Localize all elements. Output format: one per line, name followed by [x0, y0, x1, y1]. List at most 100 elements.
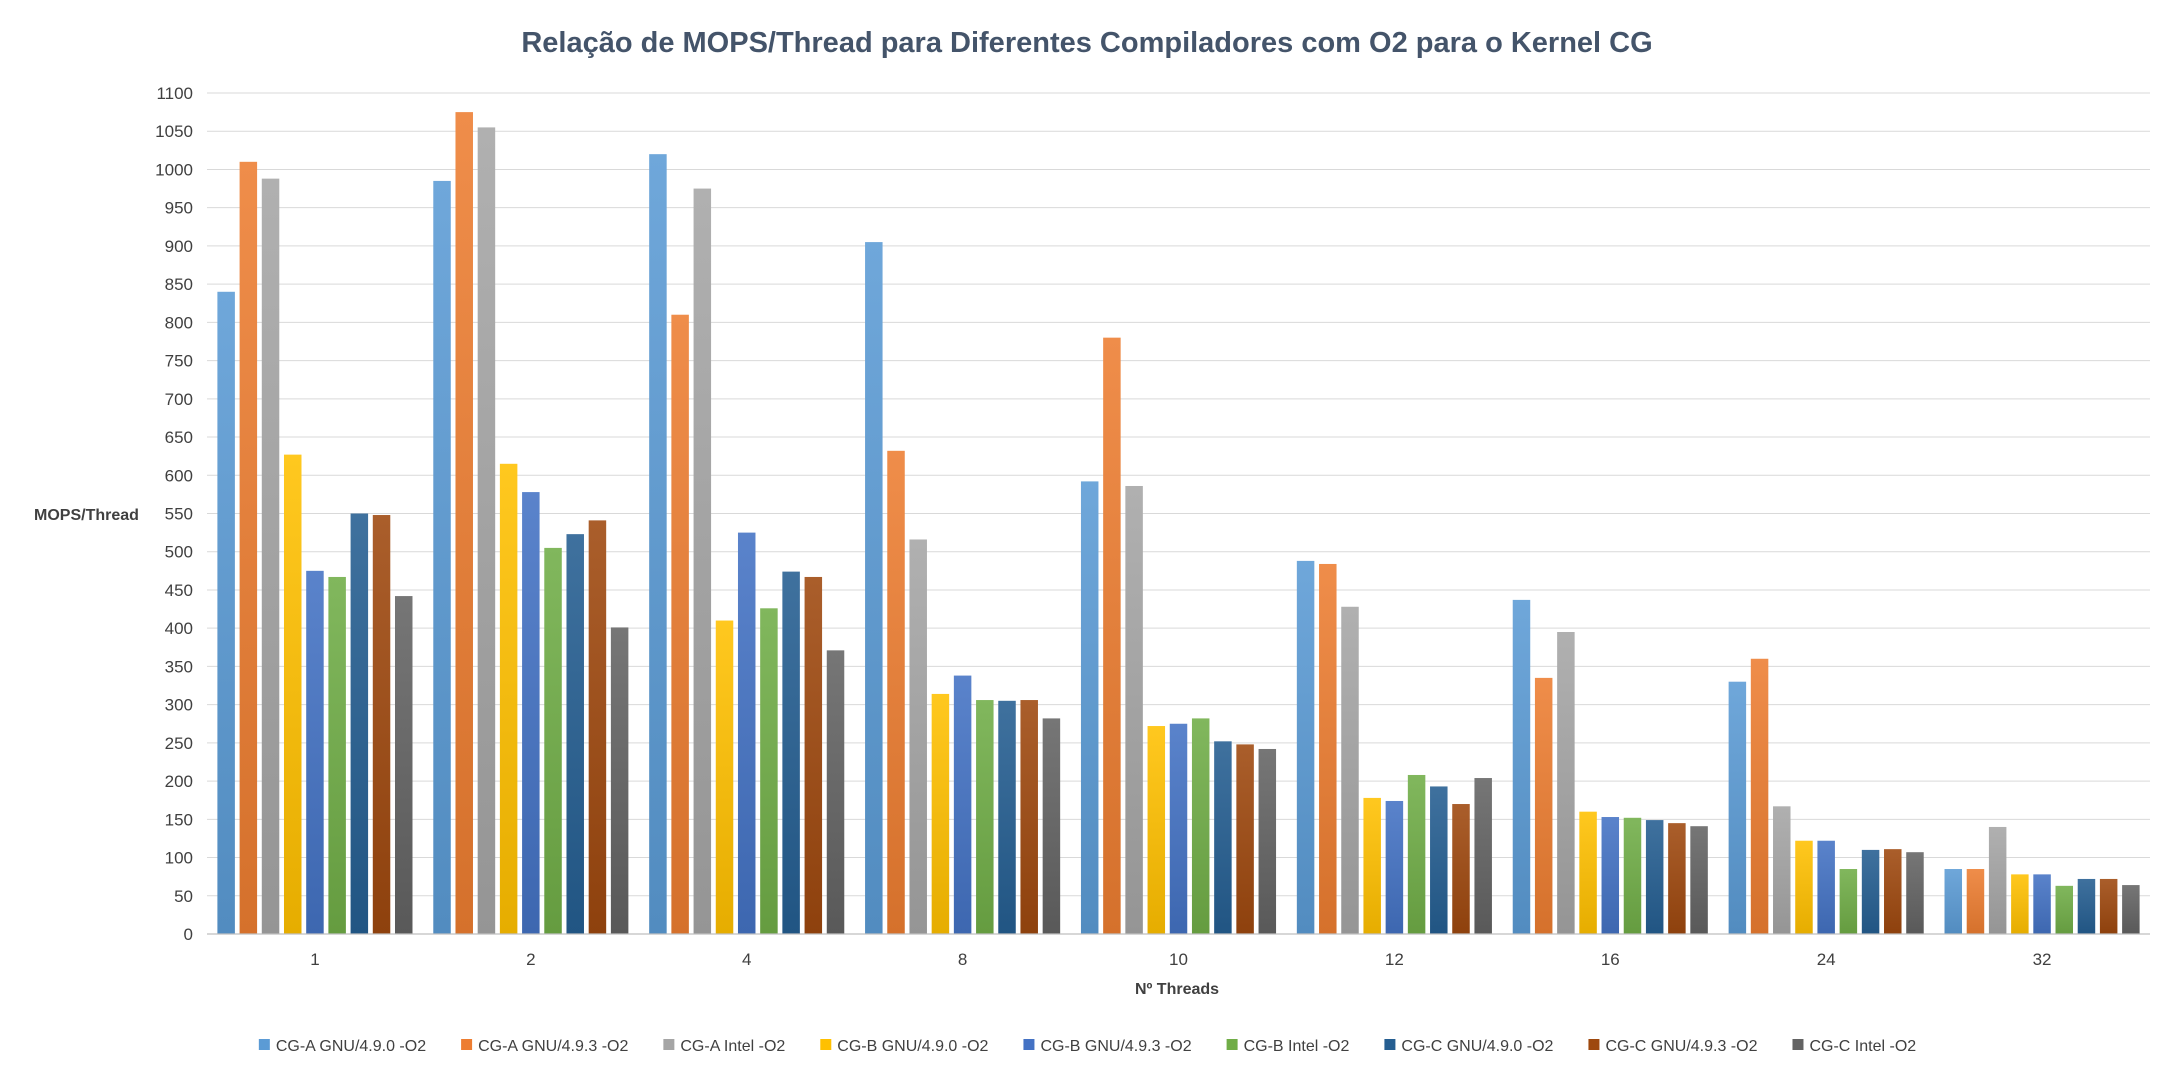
- y-tick-label: 700: [165, 390, 193, 409]
- legend-entry: CG-B GNU/4.9.3 -O2: [1023, 1038, 1192, 1055]
- legend-swatch: [461, 1039, 473, 1050]
- bar: [239, 161, 258, 934]
- bar: [455, 112, 473, 935]
- bar: [2099, 878, 2118, 934]
- bar: [1728, 681, 1747, 934]
- bar: [1385, 800, 1404, 934]
- bar: [1258, 748, 1277, 934]
- bar: [1884, 849, 1902, 934]
- bar: [1906, 852, 1924, 934]
- bar: [998, 700, 1016, 934]
- y-tick-label: 250: [165, 734, 193, 753]
- y-tick-label: 0: [184, 925, 193, 944]
- x-tick-label: 32: [2033, 950, 2052, 969]
- legend-swatch: [258, 1039, 270, 1050]
- bar: [477, 127, 496, 934]
- bar: [1363, 797, 1381, 934]
- legend-swatch: [1226, 1039, 1238, 1050]
- y-axis-title: MOPS/Thread: [34, 507, 139, 524]
- bar: [566, 534, 584, 934]
- y-tick-label: 300: [165, 696, 193, 715]
- bar: [782, 571, 800, 934]
- x-tick-label: 10: [1169, 950, 1188, 969]
- bar: [1191, 718, 1210, 934]
- bar: [261, 178, 280, 934]
- bar: [1557, 632, 1575, 934]
- bar: [372, 515, 391, 934]
- y-tick-label: 100: [165, 849, 193, 868]
- y-tick-label: 550: [165, 505, 193, 524]
- bar: [283, 454, 302, 934]
- legend-label: CG-C Intel -O2: [1809, 1038, 1916, 1055]
- bar: [1214, 741, 1232, 934]
- bar: [1169, 723, 1188, 934]
- x-axis-title: Nº Threads: [1135, 981, 1219, 998]
- bar: [1534, 677, 1553, 934]
- bar: [1236, 744, 1254, 934]
- y-tick-label: 900: [165, 237, 193, 256]
- x-tick-label: 16: [1601, 950, 1620, 969]
- bar: [328, 576, 346, 934]
- bar: [588, 520, 607, 934]
- bar: [1817, 840, 1835, 934]
- bar: [1690, 826, 1708, 934]
- bar: [1341, 606, 1359, 934]
- legend-swatch: [1384, 1039, 1396, 1050]
- bar: [1944, 869, 1963, 934]
- bar: [1020, 700, 1038, 934]
- bar: [931, 693, 950, 934]
- y-tick-label: 850: [165, 275, 193, 294]
- bar: [1296, 560, 1315, 934]
- chart-title: Relação de MOPS/Thread para Diferentes C…: [521, 27, 1652, 59]
- bar: [1103, 337, 1121, 934]
- bar: [2033, 874, 2051, 934]
- legend-swatch: [663, 1039, 675, 1050]
- y-tick-label: 600: [165, 466, 193, 485]
- bar: [1773, 806, 1791, 934]
- bar: [217, 291, 235, 934]
- bar: [350, 513, 369, 934]
- bar: [394, 596, 413, 934]
- bar: [2077, 878, 2096, 934]
- y-tick-label: 500: [165, 543, 193, 562]
- bar: [1474, 778, 1492, 934]
- bar: [2011, 874, 2029, 934]
- bar: [693, 188, 712, 934]
- bar: [826, 650, 845, 934]
- x-axis-ticks: 1 2 4 8 10 12 16 24 32: [310, 950, 2051, 969]
- x-tick-label: 4: [742, 950, 751, 969]
- bar: [1668, 823, 1686, 934]
- y-tick-label: 1000: [155, 160, 193, 179]
- y-tick-label: 650: [165, 428, 193, 447]
- legend-label: CG-B Intel -O2: [1244, 1038, 1350, 1055]
- legend-label: CG-A Intel -O2: [680, 1038, 785, 1055]
- bar: [1080, 481, 1099, 934]
- bar: [953, 675, 972, 934]
- bar: [1988, 826, 2007, 934]
- bar: [976, 700, 994, 934]
- y-tick-label: 50: [174, 887, 193, 906]
- bar: [1430, 786, 1448, 934]
- bar: [1407, 774, 1426, 934]
- bar: [1452, 804, 1470, 934]
- bar: [1750, 658, 1769, 934]
- bar: [1966, 869, 1985, 934]
- bar: [2055, 885, 2074, 934]
- legend-entry: CG-B GNU/4.9.0 -O2: [820, 1038, 989, 1055]
- legend-entry: CG-C Intel -O2: [1792, 1038, 1916, 1055]
- bar: [1319, 563, 1337, 934]
- bar: [1645, 820, 1664, 934]
- y-tick-label: 150: [165, 810, 193, 829]
- x-tick-label: 2: [526, 950, 535, 969]
- bar: [760, 608, 778, 934]
- bars: [217, 112, 2140, 935]
- y-axis-ticks: 0 50 100 150 200 250 300 350 400 450 500 550 600 650 7…: [155, 84, 193, 944]
- bar: [887, 450, 905, 934]
- y-tick-label: 950: [165, 199, 193, 218]
- y-tick-label: 350: [165, 657, 193, 676]
- legend-swatch: [1023, 1039, 1035, 1050]
- bar: [671, 314, 689, 935]
- legend-label: CG-B GNU/4.9.3 -O2: [1040, 1038, 1191, 1055]
- legend-label: CG-A GNU/4.9.0 -O2: [276, 1038, 426, 1055]
